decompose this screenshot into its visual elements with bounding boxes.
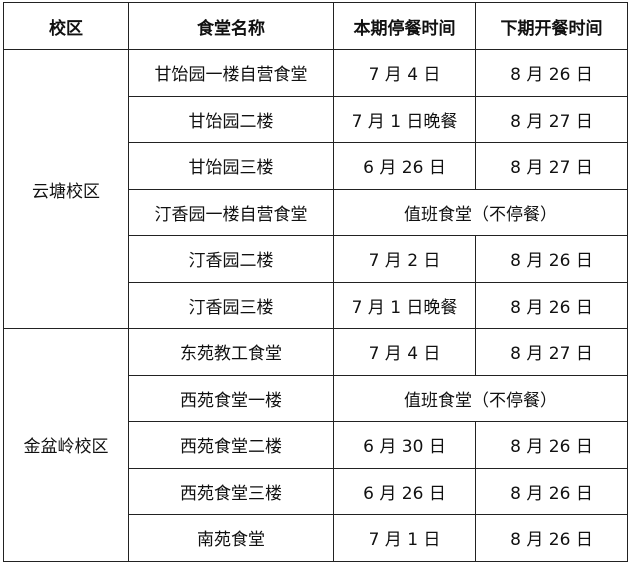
duty-canteen-cell: 值班食堂（不停餐） xyxy=(333,188,628,236)
table-row: 汀香园一楼自营食堂 值班食堂（不停餐） xyxy=(4,188,628,236)
stop-time-cell: 7 月 4 日 xyxy=(333,49,476,97)
start-time-cell: 8 月 27 日 xyxy=(475,142,628,190)
stop-time-cell: 7 月 4 日 xyxy=(333,328,476,376)
header-start-time: 下期开餐时间 xyxy=(475,2,628,50)
canteen-name-cell: 南苑食堂 xyxy=(128,514,334,562)
stop-time-cell: 7 月 1 日晚餐 xyxy=(333,281,476,329)
start-time-cell: 8 月 26 日 xyxy=(475,467,628,515)
stop-time-cell: 7 月 1 日 xyxy=(333,514,476,562)
canteen-name-cell: 汀香园三楼 xyxy=(128,281,334,329)
start-time-cell: 8 月 26 日 xyxy=(475,421,628,469)
stop-time-cell: 6 月 26 日 xyxy=(333,142,476,190)
start-time-cell: 8 月 26 日 xyxy=(475,514,628,562)
start-time-cell: 8 月 27 日 xyxy=(475,328,628,376)
canteen-name-cell: 甘饴园三楼 xyxy=(128,142,334,190)
campus-cell: 金盆岭校区 xyxy=(3,328,129,562)
stop-time-cell: 7 月 1 日晚餐 xyxy=(333,95,476,143)
stop-time-cell: 6 月 26 日 xyxy=(333,467,476,515)
table-row: 西苑食堂一楼 值班食堂（不停餐） xyxy=(4,374,628,422)
duty-canteen-cell: 值班食堂（不停餐） xyxy=(333,374,628,422)
stop-time-cell: 6 月 30 日 xyxy=(333,421,476,469)
canteen-name-cell: 西苑食堂三楼 xyxy=(128,467,334,515)
table-row: 汀香园三楼 7 月 1 日晚餐 8 月 26 日 xyxy=(4,281,628,329)
start-time-cell: 8 月 26 日 xyxy=(475,49,628,97)
campus-cell: 云塘校区 xyxy=(3,49,129,329)
canteen-name-cell: 西苑食堂一楼 xyxy=(128,374,334,422)
start-time-cell: 8 月 27 日 xyxy=(475,95,628,143)
canteen-name-cell: 汀香园一楼自营食堂 xyxy=(128,188,334,236)
header-stop-time: 本期停餐时间 xyxy=(333,2,476,50)
canteen-name-cell: 西苑食堂二楼 xyxy=(128,421,334,469)
header-campus: 校区 xyxy=(3,2,129,50)
canteen-name-cell: 东苑教工食堂 xyxy=(128,328,334,376)
canteen-name-cell: 甘饴园二楼 xyxy=(128,95,334,143)
canteen-name-cell: 甘饴园一楼自营食堂 xyxy=(128,49,334,97)
start-time-cell: 8 月 26 日 xyxy=(475,281,628,329)
canteen-name-cell: 汀香园二楼 xyxy=(128,235,334,283)
start-time-cell: 8 月 26 日 xyxy=(475,235,628,283)
stop-time-cell: 7 月 2 日 xyxy=(333,235,476,283)
header-canteen-name: 食堂名称 xyxy=(128,2,334,50)
canteen-schedule-table: 校区 食堂名称 本期停餐时间 下期开餐时间 云塘校区 甘饴园一楼自营食堂 7 月 4… xyxy=(3,2,628,562)
header-row: 校区 食堂名称 本期停餐时间 下期开餐时间 xyxy=(3,2,628,50)
table-row: 甘饴园二楼 7 月 1 日晚餐 8 月 27 日 xyxy=(4,95,628,143)
